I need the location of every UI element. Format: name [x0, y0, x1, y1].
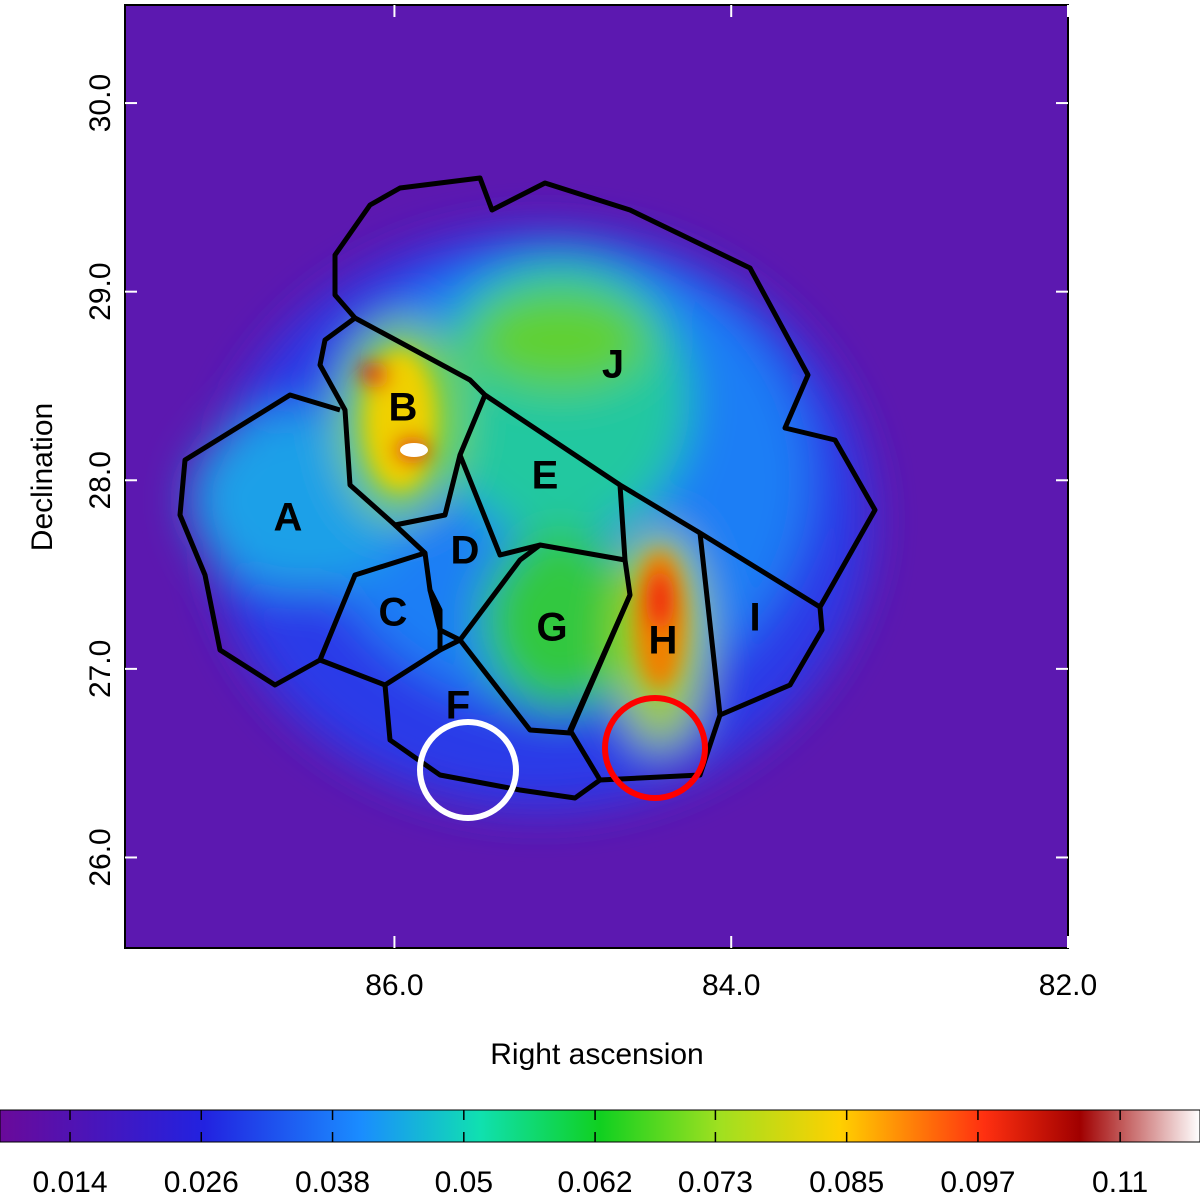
region-label: C [379, 591, 408, 635]
colorbar-tick-label: 0.05 [435, 1166, 493, 1198]
plot-frame [124, 4, 1069, 949]
region-label: B [389, 386, 418, 430]
colorbar-tick-label: 0.085 [809, 1166, 884, 1198]
x-tick-label: 84.0 [702, 969, 760, 1002]
region-label: I [749, 596, 760, 640]
colorbar-tick-label: 0.097 [940, 1166, 1015, 1198]
white-circle [417, 719, 519, 821]
x-axis-title: Right ascension [490, 1038, 703, 1071]
y-tick-label: 29.0 [84, 262, 117, 320]
x-tick-label: 82.0 [1039, 969, 1097, 1002]
y-axis-title: Declination [26, 403, 59, 551]
region-label: E [532, 454, 559, 498]
colorbar-tick-label: 0.014 [32, 1166, 107, 1198]
colorbar-tick-label: 0.11 [1092, 1166, 1148, 1198]
y-tick-label: 28.0 [84, 451, 117, 509]
region-label: D [451, 529, 480, 573]
region-boundaries [177, 175, 878, 821]
colorbar-tick-label: 0.062 [558, 1166, 633, 1198]
region-label: J [602, 343, 624, 387]
y-tick-label: 26.0 [84, 828, 117, 886]
colorbar-tick-label: 0.038 [295, 1166, 370, 1198]
y-tick-label: 30.0 [84, 74, 117, 132]
intensity-map [125, 5, 1068, 948]
red-circle [602, 695, 708, 801]
colorbar [0, 1109, 1200, 1143]
x-tick-label: 86.0 [365, 969, 423, 1002]
y-tick-label: 27.0 [84, 640, 117, 698]
colorbar-tick-label: 0.073 [678, 1166, 753, 1198]
region-label: F [446, 684, 470, 728]
region-label: A [274, 496, 303, 540]
colorbar-tick-label: 0.026 [164, 1166, 239, 1198]
region-label: G [536, 606, 567, 650]
region-label: H [649, 619, 678, 663]
